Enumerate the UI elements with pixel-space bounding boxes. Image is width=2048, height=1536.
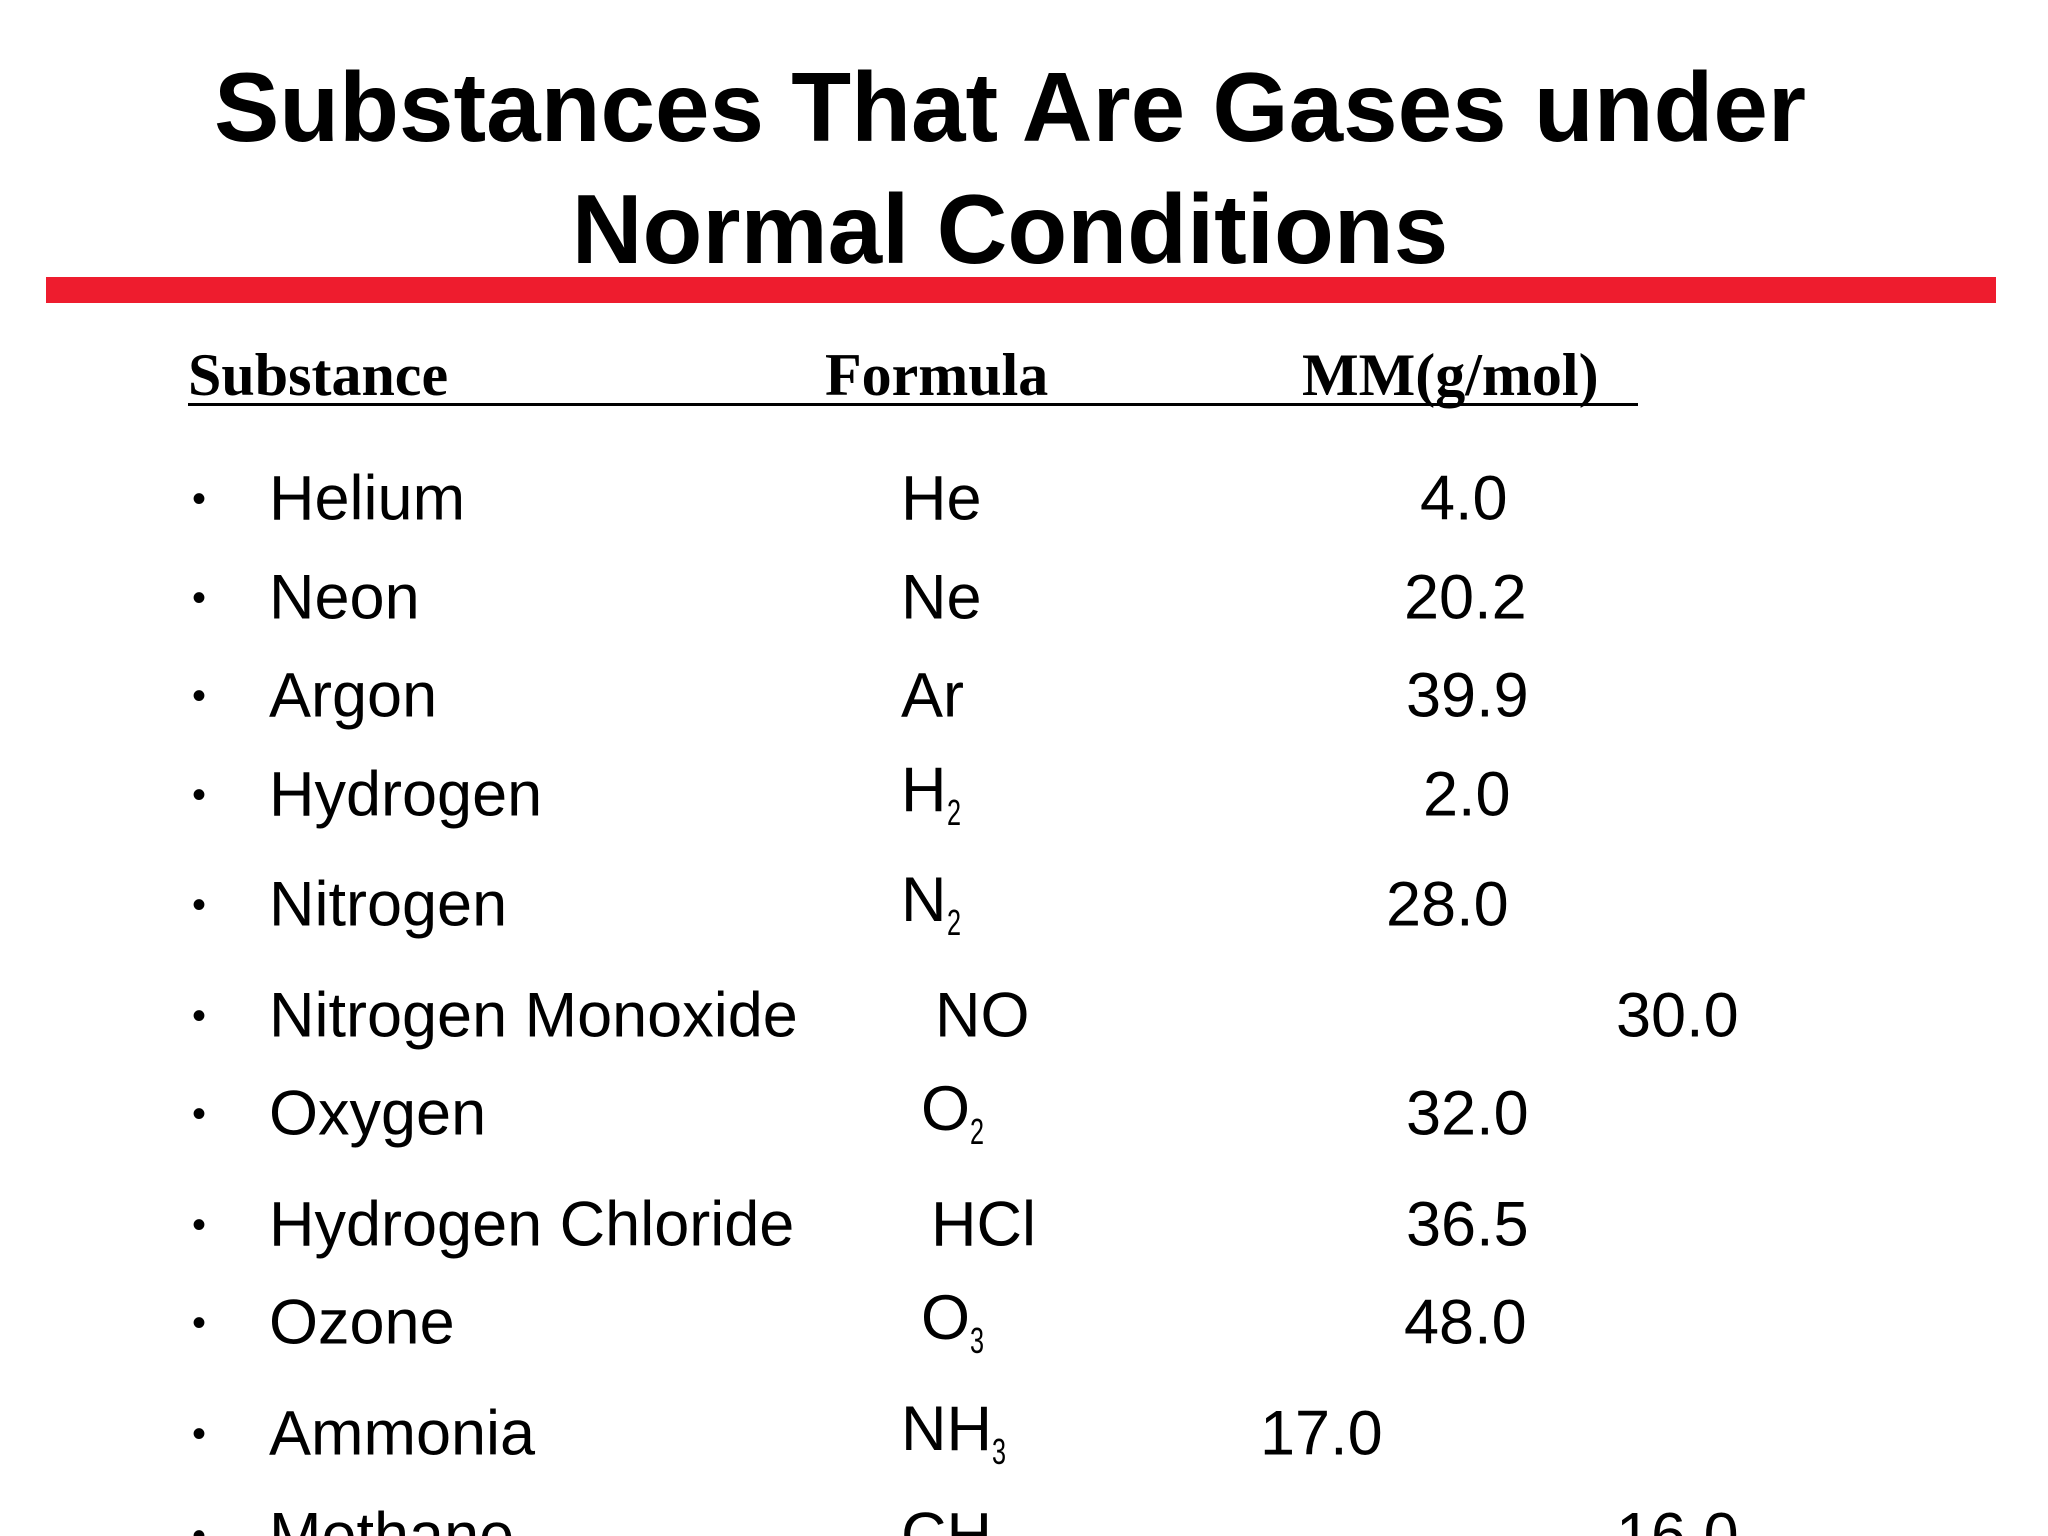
formula-base: H <box>901 755 947 825</box>
formula-base: Ar <box>901 660 964 731</box>
bullet: • <box>192 477 207 521</box>
bullet: • <box>192 883 207 927</box>
formula-subscript: 2 <box>970 1111 985 1152</box>
formula: Ar <box>901 664 964 728</box>
formula-base: NO <box>935 980 1030 1051</box>
formula: He <box>901 467 982 531</box>
molar-mass: 17.0 <box>1260 1398 1383 1469</box>
molar-mass: 16.0 <box>1616 1500 1739 1536</box>
substance-name: Nitrogen Monoxide <box>269 980 798 1051</box>
formula-base: N <box>901 865 947 935</box>
column-header: Formula <box>825 342 1049 408</box>
bullet: • <box>192 1301 207 1345</box>
molar-mass: 32.0 <box>1406 1078 1529 1149</box>
substance-name: Nitrogen <box>269 869 508 940</box>
formula: O3 <box>921 1287 990 1359</box>
substance-name: Helium <box>269 463 466 534</box>
molar-mass: 20.2 <box>1404 562 1527 633</box>
bullet: • <box>192 1412 207 1456</box>
substance-name: Hydrogen <box>269 759 543 830</box>
formula: Ne <box>901 566 982 630</box>
formula-base: HCl <box>931 1189 1036 1260</box>
formula: H2 <box>901 759 967 831</box>
substance-name: Ozone <box>269 1287 455 1358</box>
title-line: Normal Conditions <box>571 174 1449 284</box>
substance-name: Ammonia <box>269 1398 536 1469</box>
formula-base: He <box>901 463 982 534</box>
header-underline <box>188 403 1638 406</box>
molar-mass: 39.9 <box>1406 660 1529 731</box>
bullet: • <box>192 1514 207 1536</box>
substance-name: Argon <box>269 660 438 731</box>
formula: O2 <box>921 1078 990 1150</box>
formula: NH3 <box>901 1398 1012 1470</box>
formula-base: CH <box>901 1500 992 1536</box>
substance-name: Oxygen <box>269 1078 487 1149</box>
formula: N2 <box>901 869 967 941</box>
formula-base: O <box>921 1074 971 1144</box>
column-header: MM(g/mol) <box>1302 342 1599 408</box>
molar-mass: 48.0 <box>1404 1287 1527 1358</box>
substance-name: Neon <box>269 562 420 633</box>
formula: HCl <box>931 1193 1036 1257</box>
formula-subscript: 2 <box>946 792 961 833</box>
formula-subscript: 2 <box>946 902 961 943</box>
molar-mass: 2.0 <box>1423 759 1511 830</box>
molar-mass: 4.0 <box>1420 463 1508 534</box>
formula-base: Ne <box>901 562 982 633</box>
formula: CH <box>901 1504 992 1536</box>
molar-mass: 30.0 <box>1616 980 1739 1051</box>
bullet: • <box>192 1203 207 1247</box>
molar-mass: 28.0 <box>1386 869 1509 940</box>
formula-base: O <box>921 1283 971 1353</box>
column-header: Substance <box>188 342 449 408</box>
title-line: Substances That Are Gases under <box>213 52 1807 162</box>
formula-base: NH <box>901 1394 992 1464</box>
bullet: • <box>192 994 207 1038</box>
substance-name: Hydrogen Chloride <box>269 1189 795 1260</box>
formula: NO <box>935 984 1030 1048</box>
bullet: • <box>192 674 207 718</box>
substance-name: Methane <box>269 1500 515 1536</box>
bullet: • <box>192 773 207 817</box>
molar-mass: 36.5 <box>1406 1189 1529 1260</box>
bullet: • <box>192 1092 207 1136</box>
bullet: • <box>192 576 207 620</box>
formula-subscript: 3 <box>970 1320 985 1361</box>
red-rule <box>46 277 1996 303</box>
formula-subscript: 3 <box>992 1431 1007 1472</box>
